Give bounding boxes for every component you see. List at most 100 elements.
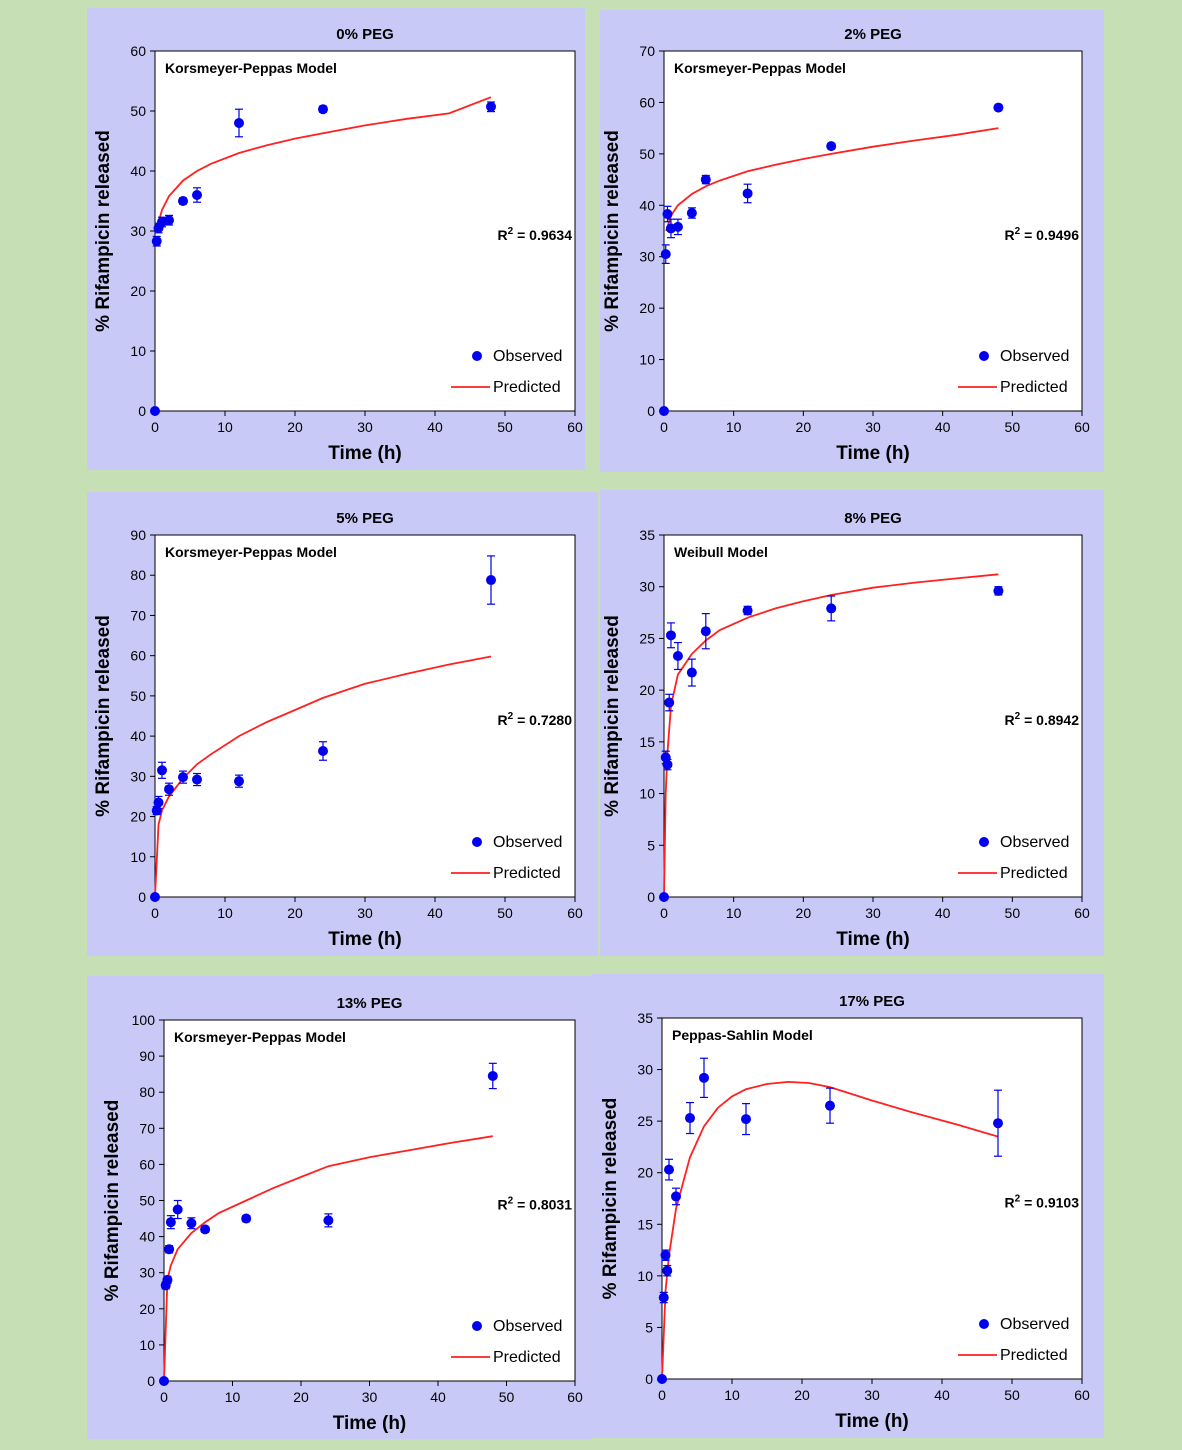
observed-point (664, 697, 675, 708)
x-tick-label: 20 (796, 419, 812, 435)
x-tick-label: 0 (660, 905, 668, 921)
observed-point (241, 1213, 252, 1224)
plot-area (661, 1017, 1083, 1380)
chart-panel: 17% PEG Peppas-Sahlin Model 0 5 10 15 20 25 30 35… (592, 974, 1104, 1438)
y-tick-label: 0 (138, 889, 146, 905)
legend-predicted-label: Predicted (1000, 379, 1068, 396)
predicted-line (156, 96, 492, 226)
legend-predicted-label: Predicted (1000, 1347, 1068, 1364)
model-label: Korsmeyer-Peppas Model (165, 60, 337, 76)
x-tick-label: 0 (160, 1389, 168, 1405)
legend-observed-label: Observed (493, 834, 562, 851)
model-label: Weibull Model (674, 544, 768, 560)
chart-title: 2% PEG (844, 26, 902, 43)
observed-point (150, 892, 160, 902)
x-tick-label: 50 (499, 1389, 515, 1405)
observed-point (742, 188, 753, 199)
r2-annotation: R2 = 0.7280 (498, 711, 573, 728)
y-tick-label: 80 (139, 1084, 155, 1100)
x-tick-label: 60 (567, 905, 583, 921)
y-tick-label: 30 (130, 768, 146, 784)
y-tick-label: 15 (639, 734, 655, 750)
observed-point (487, 1070, 498, 1081)
observed-point (153, 797, 164, 808)
y-tick-label: 70 (639, 43, 655, 59)
x-axis-label: Time (h) (836, 443, 910, 464)
x-tick-label: 0 (658, 1387, 666, 1403)
x-tick-label: 30 (362, 1389, 378, 1405)
x-axis-label: Time (h) (835, 1411, 909, 1432)
observed-point (186, 1218, 197, 1229)
observed-point (685, 1113, 695, 1124)
plot-area (663, 534, 1083, 898)
x-tick-label: 20 (287, 419, 303, 435)
legend-predicted-label: Predicted (493, 379, 561, 396)
observed-point (659, 406, 669, 416)
legend-observed-label: Observed (1000, 1316, 1069, 1333)
y-axis-label: % Rifampicin released (602, 615, 623, 817)
y-tick-label: 25 (639, 630, 655, 646)
chart-svg: 0% PEG Korsmeyer-Peppas Model 0 10 20 30 40 50 6… (93, 26, 583, 464)
observed-point (700, 174, 711, 185)
observed-point (659, 892, 669, 902)
y-axis-label: % Rifampicin released (93, 130, 114, 332)
legend-observed-marker (472, 837, 482, 847)
y-axis-label: % Rifampicin released (102, 1100, 123, 1302)
chart-panel: 0% PEG Korsmeyer-Peppas Model 0 10 20 30 40 50 6… (87, 8, 585, 470)
y-tick-label: 100 (132, 1012, 156, 1028)
observed-point (662, 759, 673, 770)
y-tick-label: 30 (130, 223, 146, 239)
x-tick-label: 10 (217, 419, 233, 435)
legend-observed-label: Observed (493, 1318, 562, 1335)
x-tick-label: 50 (497, 419, 513, 435)
x-tick-label: 10 (724, 1387, 740, 1403)
observed-point (164, 784, 174, 795)
observed-point (323, 1215, 334, 1226)
x-tick-label: 50 (1005, 419, 1021, 435)
y-tick-label: 20 (639, 682, 655, 698)
chart-title: 8% PEG (844, 510, 902, 527)
y-tick-label: 0 (645, 1371, 653, 1387)
x-tick-label: 30 (865, 419, 881, 435)
observed-point (159, 1376, 169, 1386)
x-tick-label: 20 (293, 1389, 309, 1405)
y-tick-label: 60 (130, 648, 146, 664)
y-tick-label: 10 (130, 343, 146, 359)
predicted-line (163, 1135, 493, 1382)
legend-observed-label: Observed (1000, 348, 1069, 365)
y-tick-label: 5 (645, 1319, 653, 1335)
observed-point (660, 1250, 671, 1261)
x-axis-label: Time (h) (328, 929, 402, 950)
x-tick-label: 10 (726, 905, 742, 921)
observed-point (178, 772, 188, 783)
x-tick-label: 0 (151, 419, 159, 435)
y-tick-label: 60 (639, 94, 655, 110)
observed-point (486, 575, 496, 586)
legend-observed-label: Observed (493, 348, 562, 365)
observed-point (671, 1191, 681, 1202)
legend-predicted-label: Predicted (493, 1349, 561, 1366)
y-tick-label: 60 (139, 1156, 155, 1172)
y-tick-label: 50 (139, 1193, 155, 1209)
predicted-line (154, 655, 492, 898)
chart-title: 17% PEG (839, 993, 905, 1010)
chart-title: 0% PEG (336, 26, 394, 43)
x-tick-label: 40 (935, 905, 951, 921)
y-tick-label: 70 (130, 607, 146, 623)
observed-point (993, 1118, 1003, 1129)
y-tick-label: 0 (138, 403, 146, 419)
observed-point (742, 605, 753, 616)
y-tick-label: 20 (139, 1301, 155, 1317)
x-tick-label: 0 (151, 905, 159, 921)
y-tick-label: 10 (639, 352, 655, 368)
x-axis-label: Time (h) (836, 929, 910, 950)
observed-point (672, 221, 683, 232)
observed-point (662, 209, 673, 220)
x-tick-label: 40 (935, 419, 951, 435)
x-tick-label: 40 (427, 419, 443, 435)
y-tick-label: 40 (639, 197, 655, 213)
x-tick-label: 10 (726, 419, 742, 435)
model-label: Korsmeyer-Peppas Model (674, 60, 846, 76)
observed-point (741, 1114, 751, 1125)
y-tick-label: 35 (637, 1010, 653, 1026)
